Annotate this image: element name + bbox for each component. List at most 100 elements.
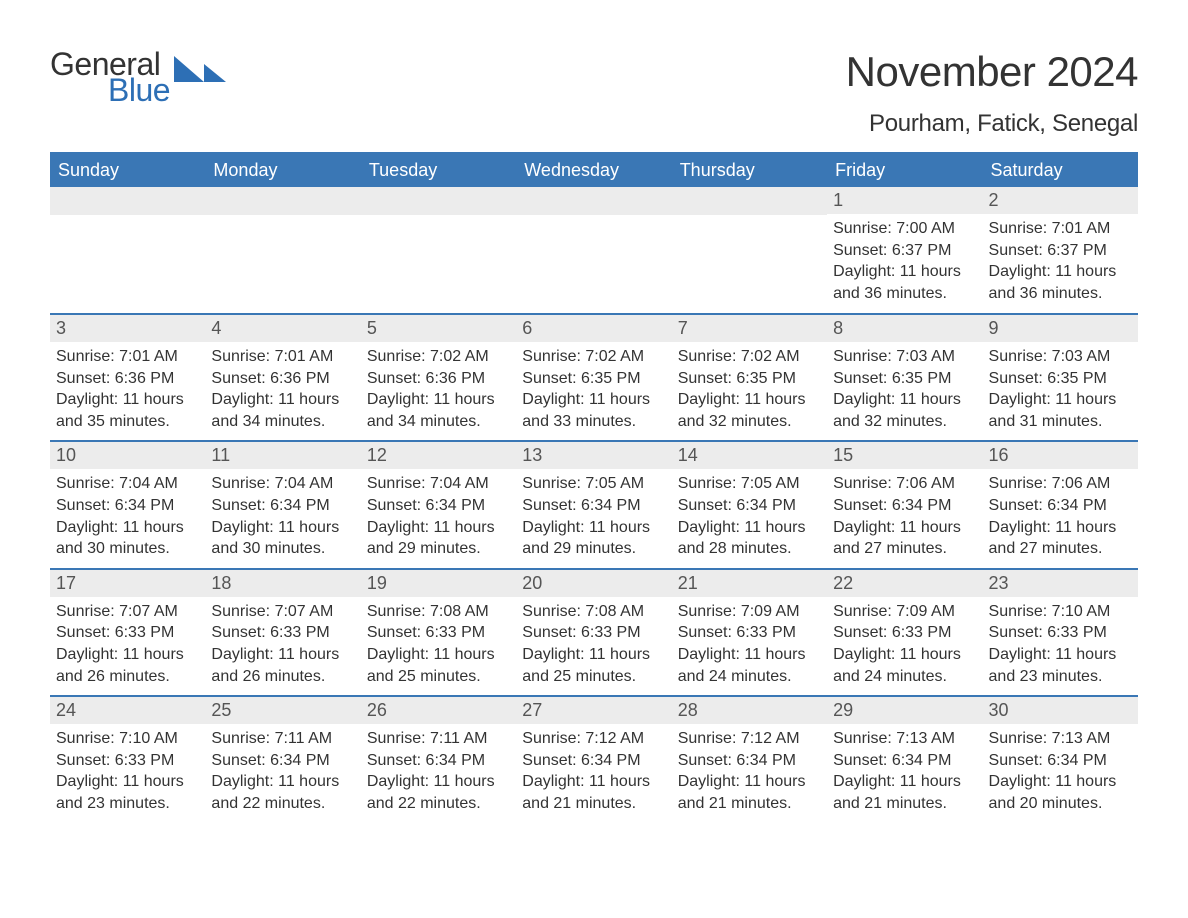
sunset-line: Sunset: 6:34 PM (367, 495, 510, 517)
sunrise-line: Sunrise: 7:13 AM (989, 728, 1132, 750)
sunset-line: Sunset: 6:34 PM (678, 750, 821, 772)
day-number: 2 (983, 187, 1138, 214)
day-cell: 11Sunrise: 7:04 AMSunset: 6:34 PMDayligh… (205, 440, 360, 567)
sunset-line: Sunset: 6:37 PM (989, 240, 1132, 262)
day-body: Sunrise: 7:08 AMSunset: 6:33 PMDaylight:… (516, 597, 671, 695)
weekday-header: Saturday (983, 154, 1138, 187)
sunset-line: Sunset: 6:34 PM (522, 750, 665, 772)
sunset-line: Sunset: 6:35 PM (522, 368, 665, 390)
day-body: Sunrise: 7:02 AMSunset: 6:36 PMDaylight:… (361, 342, 516, 440)
daylight-line: Daylight: 11 hours and 30 minutes. (56, 517, 199, 560)
sunset-line: Sunset: 6:33 PM (367, 622, 510, 644)
daylight-line: Daylight: 11 hours and 24 minutes. (833, 644, 976, 687)
day-cell: 7Sunrise: 7:02 AMSunset: 6:35 PMDaylight… (672, 313, 827, 440)
daylight-line: Daylight: 11 hours and 34 minutes. (211, 389, 354, 432)
day-cell: 28Sunrise: 7:12 AMSunset: 6:34 PMDayligh… (672, 695, 827, 822)
day-cell (516, 187, 671, 313)
header-area: General Blue November 2024 Pourham, Fati… (50, 48, 1138, 138)
sunset-line: Sunset: 6:34 PM (211, 750, 354, 772)
daylight-line: Daylight: 11 hours and 30 minutes. (211, 517, 354, 560)
sunrise-line: Sunrise: 7:09 AM (678, 601, 821, 623)
daylight-line: Daylight: 11 hours and 27 minutes. (989, 517, 1132, 560)
day-number: 10 (50, 440, 205, 469)
day-cell: 15Sunrise: 7:06 AMSunset: 6:34 PMDayligh… (827, 440, 982, 567)
day-cell: 21Sunrise: 7:09 AMSunset: 6:33 PMDayligh… (672, 568, 827, 695)
sunrise-line: Sunrise: 7:11 AM (367, 728, 510, 750)
logo-triangle-icon (174, 54, 226, 82)
day-number: 14 (672, 440, 827, 469)
day-number: 13 (516, 440, 671, 469)
daylight-line: Daylight: 11 hours and 33 minutes. (522, 389, 665, 432)
sunset-line: Sunset: 6:35 PM (989, 368, 1132, 390)
day-body: Sunrise: 7:04 AMSunset: 6:34 PMDaylight:… (50, 469, 205, 567)
day-cell: 14Sunrise: 7:05 AMSunset: 6:34 PMDayligh… (672, 440, 827, 567)
day-body: Sunrise: 7:03 AMSunset: 6:35 PMDaylight:… (827, 342, 982, 440)
day-cell: 30Sunrise: 7:13 AMSunset: 6:34 PMDayligh… (983, 695, 1138, 822)
sunset-line: Sunset: 6:33 PM (833, 622, 976, 644)
day-body: Sunrise: 7:12 AMSunset: 6:34 PMDaylight:… (516, 724, 671, 822)
week-row: 10Sunrise: 7:04 AMSunset: 6:34 PMDayligh… (50, 440, 1138, 567)
daylight-line: Daylight: 11 hours and 29 minutes. (522, 517, 665, 560)
day-cell: 19Sunrise: 7:08 AMSunset: 6:33 PMDayligh… (361, 568, 516, 695)
day-cell: 9Sunrise: 7:03 AMSunset: 6:35 PMDaylight… (983, 313, 1138, 440)
month-title: November 2024 (846, 48, 1138, 96)
day-cell: 5Sunrise: 7:02 AMSunset: 6:36 PMDaylight… (361, 313, 516, 440)
day-cell (50, 187, 205, 313)
sunset-line: Sunset: 6:33 PM (678, 622, 821, 644)
day-cell: 20Sunrise: 7:08 AMSunset: 6:33 PMDayligh… (516, 568, 671, 695)
daylight-line: Daylight: 11 hours and 23 minutes. (56, 771, 199, 814)
day-cell: 24Sunrise: 7:10 AMSunset: 6:33 PMDayligh… (50, 695, 205, 822)
daylight-line: Daylight: 11 hours and 28 minutes. (678, 517, 821, 560)
sunrise-line: Sunrise: 7:05 AM (678, 473, 821, 495)
day-number: 30 (983, 695, 1138, 724)
day-cell: 27Sunrise: 7:12 AMSunset: 6:34 PMDayligh… (516, 695, 671, 822)
day-body: Sunrise: 7:12 AMSunset: 6:34 PMDaylight:… (672, 724, 827, 822)
daylight-line: Daylight: 11 hours and 21 minutes. (678, 771, 821, 814)
sunset-line: Sunset: 6:34 PM (833, 750, 976, 772)
day-cell: 6Sunrise: 7:02 AMSunset: 6:35 PMDaylight… (516, 313, 671, 440)
day-number: 25 (205, 695, 360, 724)
day-cell: 25Sunrise: 7:11 AMSunset: 6:34 PMDayligh… (205, 695, 360, 822)
day-body: Sunrise: 7:00 AMSunset: 6:37 PMDaylight:… (827, 214, 982, 312)
day-body: Sunrise: 7:09 AMSunset: 6:33 PMDaylight:… (827, 597, 982, 695)
sunrise-line: Sunrise: 7:01 AM (211, 346, 354, 368)
sunrise-line: Sunrise: 7:12 AM (522, 728, 665, 750)
sunset-line: Sunset: 6:34 PM (56, 495, 199, 517)
day-body: Sunrise: 7:10 AMSunset: 6:33 PMDaylight:… (983, 597, 1138, 695)
sunset-line: Sunset: 6:33 PM (211, 622, 354, 644)
daylight-line: Daylight: 11 hours and 36 minutes. (989, 261, 1132, 304)
daylight-line: Daylight: 11 hours and 32 minutes. (833, 389, 976, 432)
day-number (50, 187, 205, 215)
sunrise-line: Sunrise: 7:11 AM (211, 728, 354, 750)
day-cell (361, 187, 516, 313)
week-row: 3Sunrise: 7:01 AMSunset: 6:36 PMDaylight… (50, 313, 1138, 440)
weekday-header: Wednesday (516, 154, 671, 187)
sunset-line: Sunset: 6:34 PM (211, 495, 354, 517)
weekday-header-row: Sunday Monday Tuesday Wednesday Thursday… (50, 152, 1138, 187)
sunset-line: Sunset: 6:34 PM (989, 750, 1132, 772)
day-body: Sunrise: 7:08 AMSunset: 6:33 PMDaylight:… (361, 597, 516, 695)
weeks-container: 1Sunrise: 7:00 AMSunset: 6:37 PMDaylight… (50, 187, 1138, 823)
day-number: 28 (672, 695, 827, 724)
week-row: 17Sunrise: 7:07 AMSunset: 6:33 PMDayligh… (50, 568, 1138, 695)
day-number (361, 187, 516, 215)
day-body: Sunrise: 7:13 AMSunset: 6:34 PMDaylight:… (827, 724, 982, 822)
sunrise-line: Sunrise: 7:04 AM (56, 473, 199, 495)
day-number: 11 (205, 440, 360, 469)
sunrise-line: Sunrise: 7:06 AM (833, 473, 976, 495)
calendar: Sunday Monday Tuesday Wednesday Thursday… (50, 152, 1138, 823)
sunrise-line: Sunrise: 7:13 AM (833, 728, 976, 750)
day-body: Sunrise: 7:01 AMSunset: 6:36 PMDaylight:… (205, 342, 360, 440)
day-number: 21 (672, 568, 827, 597)
weekday-header: Sunday (50, 154, 205, 187)
day-number: 27 (516, 695, 671, 724)
day-number: 16 (983, 440, 1138, 469)
day-number: 26 (361, 695, 516, 724)
sunrise-line: Sunrise: 7:03 AM (833, 346, 976, 368)
logo: General Blue (50, 48, 226, 106)
day-number (516, 187, 671, 215)
sunrise-line: Sunrise: 7:10 AM (989, 601, 1132, 623)
logo-word-blue: Blue (108, 74, 170, 106)
logo-text: General Blue (50, 48, 170, 106)
daylight-line: Daylight: 11 hours and 23 minutes. (989, 644, 1132, 687)
